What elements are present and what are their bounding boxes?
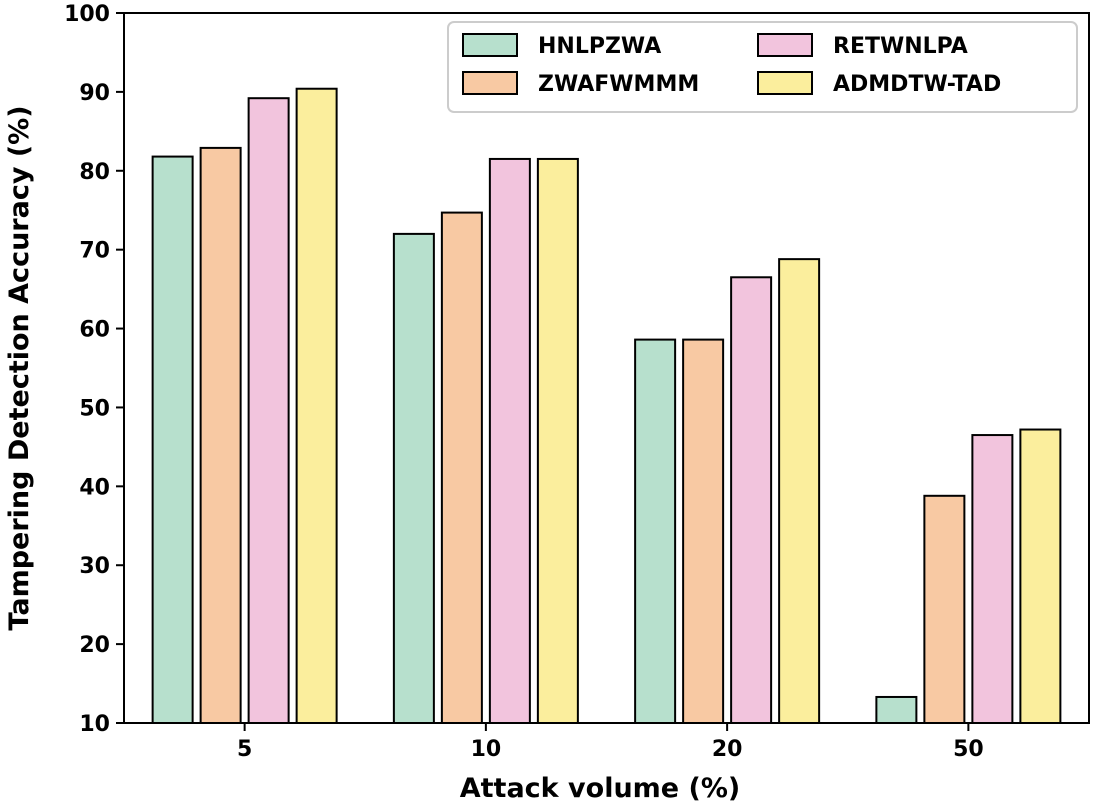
x-tick-label: 20 — [712, 737, 743, 762]
y-tick-label: 40 — [79, 475, 110, 500]
bar-zwafwmmm-50 — [923, 494, 966, 724]
y-tick-label: 70 — [79, 239, 110, 264]
legend-swatch-retwnlpa — [757, 33, 813, 57]
x-axis: 5 10 20 50 — [237, 723, 984, 762]
bar-zwafwmmm-5 — [199, 146, 242, 724]
bar-zwafwmmm-20 — [682, 338, 725, 724]
y-tick-label: 90 — [79, 81, 110, 106]
y-tick-label: 100 — [64, 2, 110, 27]
legend-label-zwafwmmm: ZWAFWMMM — [538, 72, 699, 97]
bar-hnlpzwa-10 — [392, 232, 435, 724]
y-tick-label: 50 — [79, 396, 110, 421]
bar-admdtw-tad-50 — [1019, 428, 1062, 724]
x-tick-label: 50 — [953, 737, 984, 762]
bar-hnlpzwa-20 — [634, 338, 677, 724]
bar-retwnlpa-50 — [971, 434, 1014, 724]
bar-zwafwmmm-10 — [440, 211, 483, 724]
plot-frame — [123, 12, 1090, 724]
y-tick-label: 10 — [79, 712, 110, 737]
legend: HNLPZWA ZWAFWMMM RETWNLPA ADMDTW-TAD — [447, 21, 1078, 113]
y-tick-label: 80 — [79, 160, 110, 185]
x-tick-label: 10 — [471, 737, 502, 762]
y-tick-label: 30 — [79, 554, 110, 579]
legend-swatch-zwafwmmm — [462, 71, 518, 95]
y-axis-title: Tampering Detection Accuracy (%) — [4, 105, 35, 630]
bar-retwnlpa-5 — [247, 97, 290, 724]
y-tick-label: 20 — [79, 633, 110, 658]
y-axis: 10 20 30 40 50 60 70 80 90 100 — [64, 2, 124, 737]
bar-admdtw-tad-20 — [778, 258, 821, 724]
bar-admdtw-tad-5 — [295, 87, 338, 724]
bar-retwnlpa-20 — [730, 276, 773, 724]
legend-label-retwnlpa: RETWNLPA — [833, 34, 968, 59]
legend-box — [447, 21, 1078, 113]
legend-swatch-hnlpzwa — [462, 33, 518, 57]
bar-retwnlpa-10 — [488, 157, 531, 724]
legend-label-hnlpzwa: HNLPZWA — [538, 34, 661, 59]
y-tick-label: 60 — [79, 318, 110, 343]
x-axis-title: Attack volume (%) — [460, 773, 741, 804]
bars-group — [151, 87, 1062, 725]
legend-label-admdtw-tad: ADMDTW-TAD — [833, 72, 1001, 97]
bar-admdtw-tad-10 — [536, 157, 579, 724]
bar-hnlpzwa-50 — [875, 695, 918, 725]
x-tick-label: 5 — [237, 737, 252, 762]
legend-swatch-admdtw-tad — [757, 71, 813, 95]
bar-hnlpzwa-5 — [151, 155, 194, 725]
